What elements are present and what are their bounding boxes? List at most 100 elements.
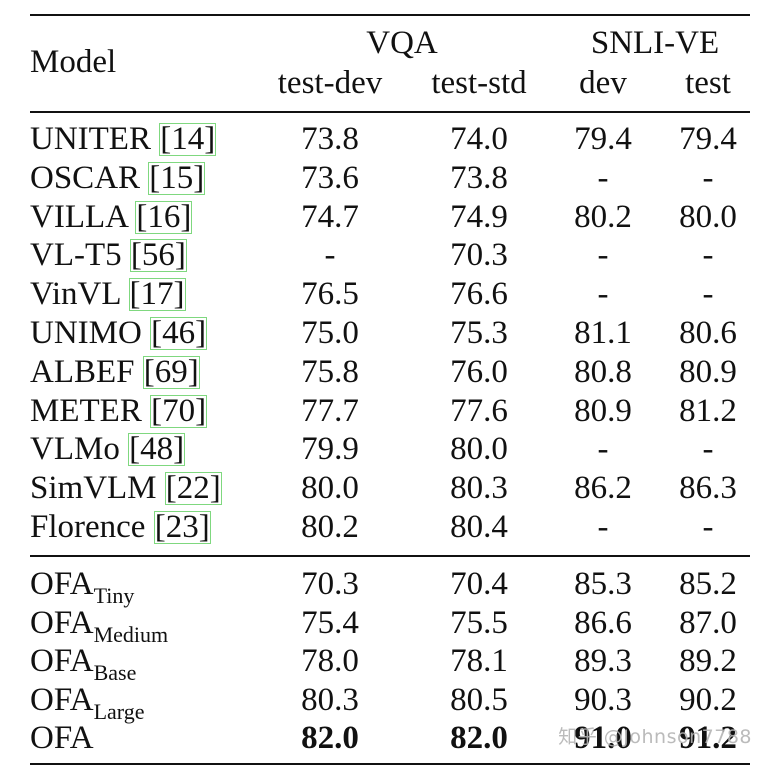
model-name-cell: OFA: [30, 722, 94, 755]
model-name-cell: UNITER [14]: [30, 121, 217, 157]
model-name: OFA: [30, 604, 94, 641]
model-name: VL-T5: [30, 237, 122, 274]
header-dev: dev: [579, 65, 627, 101]
model-name-cell: UNIMO [46]: [30, 315, 208, 351]
snli-dev-cell: 80.2: [574, 198, 632, 235]
citation-link[interactable]: [22]: [164, 470, 222, 507]
snli-test-cell: 91.2: [679, 720, 737, 757]
model-name-cell: SimVLM [22]: [30, 470, 222, 507]
vqa-test-std-cell: 80.0: [450, 431, 508, 468]
model-name-cell: ALBEF [69]: [30, 353, 200, 390]
model-name-cell: OSCAR [15]: [30, 159, 206, 196]
citation-link[interactable]: [46]: [150, 315, 208, 351]
snli-test-cell: 80.0: [679, 198, 737, 235]
model-name-cell: VinVL [17]: [30, 276, 186, 313]
snli-test-cell: 87.0: [679, 604, 737, 641]
citation-link[interactable]: [16]: [135, 198, 193, 235]
citation-link[interactable]: [70]: [150, 392, 208, 429]
vqa-test-dev-cell: 80.3: [301, 681, 359, 718]
snli-dev-cell: 79.4: [574, 121, 632, 157]
model-name: OFA: [30, 566, 94, 602]
snli-dev-cell: 86.2: [574, 470, 632, 507]
snli-test-cell: 79.4: [679, 121, 737, 157]
snli-test-cell: 80.9: [679, 353, 737, 390]
vqa-test-std-cell: 74.9: [450, 198, 508, 235]
vqa-test-std-cell: 76.0: [450, 353, 508, 390]
vqa-test-dev-cell: -: [324, 237, 336, 274]
header-snli-ve: SNLI-VE: [590, 25, 720, 61]
model-name: OSCAR: [30, 159, 141, 196]
header-vqa: VQA: [366, 25, 438, 61]
vqa-test-std-cell: 82.0: [450, 720, 508, 757]
model-name: VILLA: [30, 198, 128, 235]
snli-test-cell: 80.6: [679, 315, 737, 351]
header-rule: [30, 111, 750, 113]
vqa-test-std-cell: 80.5: [450, 681, 508, 718]
top-rule: [30, 14, 750, 16]
vqa-test-std-cell: 80.3: [450, 470, 508, 507]
model-name-cell: OFABase: [30, 645, 136, 684]
model-size-subscript: Medium: [93, 621, 169, 647]
vqa-test-dev-cell: 78.0: [301, 643, 359, 680]
citation-link[interactable]: [17]: [128, 276, 186, 313]
vqa-test-std-cell: 76.6: [450, 276, 508, 313]
model-name-cell: VLMo [48]: [30, 431, 186, 468]
vqa-test-std-cell: 75.5: [450, 604, 508, 641]
model-size-subscript: Large: [93, 698, 145, 724]
vqa-test-dev-cell: 76.5: [301, 276, 359, 313]
watermark: 知乎 @Johnson7788: [558, 726, 752, 748]
citation-link[interactable]: [56]: [129, 237, 187, 274]
snli-dev-cell: 91.0: [574, 720, 632, 757]
vqa-test-dev-cell: 74.7: [301, 198, 359, 235]
snli-dev-cell: 86.6: [574, 604, 632, 641]
citation-link[interactable]: [15]: [148, 159, 206, 196]
model-name: METER: [30, 392, 142, 429]
header-test: test: [685, 65, 731, 101]
model-name-cell: OFALarge: [30, 681, 144, 722]
model-name-cell: METER [70]: [30, 392, 208, 429]
model-name-cell: VILLA [16]: [30, 198, 193, 235]
vqa-test-dev-cell: 80.2: [301, 509, 359, 545]
vqa-test-dev-cell: 80.0: [301, 470, 359, 507]
snli-dev-cell: -: [597, 276, 609, 313]
snli-dev-cell: 89.3: [574, 643, 632, 680]
citation-link[interactable]: [23]: [153, 509, 211, 545]
vqa-test-std-cell: 70.4: [450, 566, 508, 602]
snli-test-cell: 89.2: [679, 643, 737, 680]
snli-test-cell: -: [702, 276, 714, 313]
vqa-test-dev-cell: 73.6: [301, 159, 359, 196]
model-size-subscript: Base: [93, 660, 137, 686]
snli-dev-cell: -: [597, 509, 609, 545]
header-test-dev: test-dev: [277, 65, 383, 101]
model-name-cell: VL-T5 [56]: [30, 237, 187, 274]
citation-link[interactable]: [14]: [159, 121, 217, 157]
model-name: Florence: [30, 509, 146, 545]
vqa-test-std-cell: 78.1: [450, 643, 508, 680]
header-test-std: test-std: [431, 65, 527, 101]
vqa-test-dev-cell: 77.7: [301, 392, 359, 429]
snli-dev-cell: 85.3: [574, 566, 632, 602]
snli-test-cell: -: [702, 159, 714, 196]
snli-test-cell: 81.2: [679, 392, 737, 429]
snli-test-cell: 85.2: [679, 566, 737, 602]
model-name: OFA: [30, 681, 94, 718]
snli-test-cell: 90.2: [679, 681, 737, 718]
snli-test-cell: 86.3: [679, 470, 737, 507]
vqa-test-std-cell: 77.6: [450, 392, 508, 429]
vqa-test-std-cell: 73.8: [450, 159, 508, 196]
snli-dev-cell: -: [597, 159, 609, 196]
snli-dev-cell: 80.8: [574, 353, 632, 390]
mid-rule: [30, 555, 750, 557]
vqa-test-std-cell: 75.3: [450, 315, 508, 351]
citation-link[interactable]: [69]: [142, 353, 200, 390]
vqa-test-dev-cell: 73.8: [301, 121, 359, 157]
snli-dev-cell: 80.9: [574, 392, 632, 429]
snli-dev-cell: -: [597, 237, 609, 274]
model-name: VinVL: [30, 276, 121, 313]
model-name-cell: OFAMedium: [30, 604, 168, 645]
citation-link[interactable]: [48]: [128, 431, 186, 468]
model-name: SimVLM: [30, 470, 157, 507]
vqa-test-dev-cell: 75.0: [301, 315, 359, 351]
model-name: UNITER: [30, 121, 151, 157]
snli-dev-cell: 90.3: [574, 681, 632, 718]
